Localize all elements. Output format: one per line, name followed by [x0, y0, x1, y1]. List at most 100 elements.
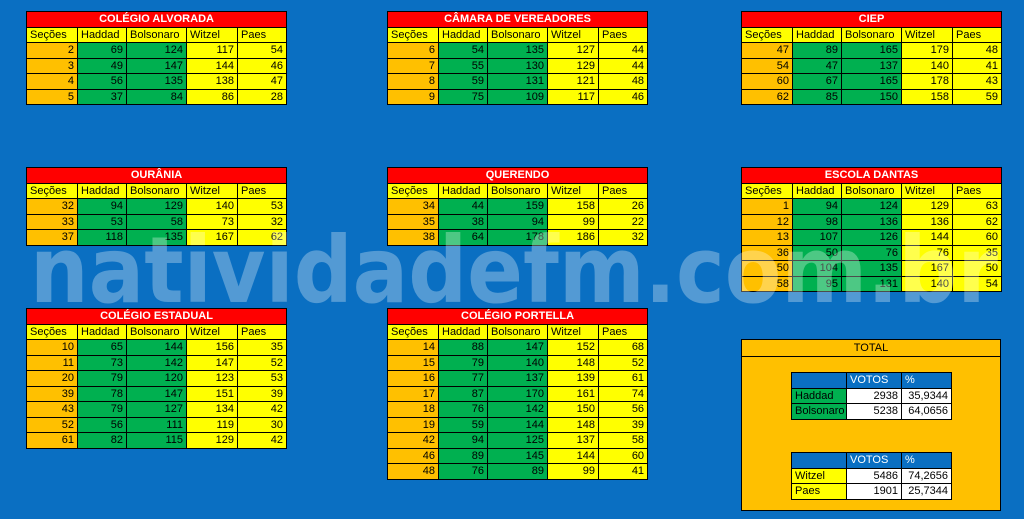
cell: 46 [387, 447, 439, 464]
cell: 61 [597, 370, 649, 387]
cell: 158 [547, 198, 599, 215]
cell: 68 [597, 339, 649, 356]
header-row: VOTOS% [791, 452, 952, 469]
cell: 79 [77, 401, 127, 418]
cell: 75 [438, 88, 488, 105]
cell: 111 [126, 416, 187, 433]
column-header: VOTOS [846, 452, 902, 469]
column-header: Seções [741, 182, 793, 199]
cell: 99 [547, 213, 599, 230]
cell: 82 [77, 432, 127, 449]
cell: 12 [741, 213, 793, 230]
title-row: COLÉGIO ESTADUAL [25, 308, 288, 325]
column-header: Witzel [901, 182, 953, 199]
column-header: Haddad [77, 26, 127, 43]
cell: 48 [387, 463, 439, 480]
cell: 140 [186, 198, 238, 215]
cell: 62 [741, 88, 793, 105]
cell: 53 [236, 198, 288, 215]
column-header: Paes [597, 182, 649, 199]
data-row: 4 56 135 138 47 [26, 73, 288, 90]
section-table: COLÉGIO ALVORADA Seções Haddad Bolsonaro Wit… [25, 11, 288, 105]
cell: 50 [741, 260, 793, 277]
cell: 118 [77, 229, 127, 246]
section-table: COLÉGIO ESTADUAL Seções Haddad Bolsonaro Wit… [25, 308, 288, 449]
cell: 142 [487, 401, 548, 418]
cell: 54 [741, 57, 793, 74]
cell: 140 [901, 57, 953, 74]
data-row: 17 87 170 161 74 [387, 385, 649, 402]
cell: 98 [792, 213, 842, 230]
name-cell: Witzel [791, 467, 847, 484]
cell: 44 [597, 57, 649, 74]
column-header: Haddad [438, 182, 488, 199]
cell: 170 [487, 385, 548, 402]
data-row: 5 37 84 86 28 [26, 88, 288, 105]
column-header: Paes [951, 26, 1003, 43]
cell: 60 [597, 447, 649, 464]
cell: 32 [26, 198, 78, 215]
title-row: CÂMARA DE VEREADORES [386, 11, 649, 28]
cell: 46 [597, 88, 649, 105]
cell: 134 [186, 401, 238, 418]
column-header: Paes [597, 323, 649, 340]
cell: 89 [487, 463, 548, 480]
cell: 121 [547, 73, 599, 90]
header-row: VOTOS% [791, 372, 952, 389]
data-row: 18 76 142 150 56 [387, 401, 649, 418]
cell: 159 [487, 198, 548, 215]
column-header: Bolsonaro [487, 323, 548, 340]
cell: 120 [126, 370, 187, 387]
cell: 76 [841, 244, 902, 261]
data-row: 11 73 142 147 52 [26, 354, 288, 371]
cell: 117 [186, 42, 238, 59]
cell: 129 [901, 198, 953, 215]
data-row: 13 107 126 144 60 [741, 229, 1003, 246]
total-title: TOTAL [742, 340, 1000, 357]
data-row: 15 79 140 148 52 [387, 354, 649, 371]
cell: 11 [26, 354, 78, 371]
cell: 129 [547, 57, 599, 74]
data-row: 39 78 147 151 39 [26, 385, 288, 402]
cell: 129 [186, 432, 238, 449]
cell: 124 [126, 42, 187, 59]
cell: 130 [487, 57, 548, 74]
cell: 131 [841, 275, 902, 292]
cell: 84 [126, 88, 187, 105]
cell: 135 [126, 229, 187, 246]
table-title: OURÂNIA [25, 167, 288, 184]
cell: 10 [26, 339, 78, 356]
cell: 59 [951, 88, 1003, 105]
cell: 161 [547, 385, 599, 402]
cell: 4 [26, 73, 78, 90]
cell: 26 [597, 198, 649, 215]
cell: 145 [487, 447, 548, 464]
data-row: 34 44 159 158 26 [387, 198, 649, 215]
cell: 135 [487, 42, 548, 59]
cell: 44 [438, 198, 488, 215]
data-row: 9 75 109 117 46 [387, 88, 649, 105]
section-table: CIEP Seções Haddad Bolsonaro Witzel Paes 47 89 1… [740, 11, 1003, 105]
cell: 144 [126, 339, 187, 356]
data-row: 48 76 89 99 41 [387, 463, 649, 480]
table-title: COLÉGIO PORTELLA [386, 308, 649, 325]
table-title: ESCOLA DANTAS [740, 167, 1003, 184]
cell: 2 [26, 42, 78, 59]
column-header: Witzel [547, 323, 599, 340]
cell: 79 [77, 370, 127, 387]
table-title: CÂMARA DE VEREADORES [386, 11, 649, 28]
value-cell: 5486 [846, 467, 902, 484]
cell: 41 [951, 57, 1003, 74]
data-row: Witzel 5486 74,2656 [791, 467, 952, 484]
cell: 61 [26, 432, 78, 449]
cell: 147 [126, 385, 187, 402]
section-table: COLÉGIO PORTELLA Seções Haddad Bolsonaro Wit… [386, 308, 649, 480]
data-row: 3 49 147 144 46 [26, 57, 288, 74]
section-table: CÂMARA DE VEREADORES Seções Haddad Bolsonar… [386, 11, 649, 105]
cell: 137 [841, 57, 902, 74]
cell: 77 [438, 370, 488, 387]
header-row: Seções Haddad Bolsonaro Witzel Paes [741, 182, 1003, 199]
cell: 94 [487, 213, 548, 230]
cell: 48 [597, 73, 649, 90]
